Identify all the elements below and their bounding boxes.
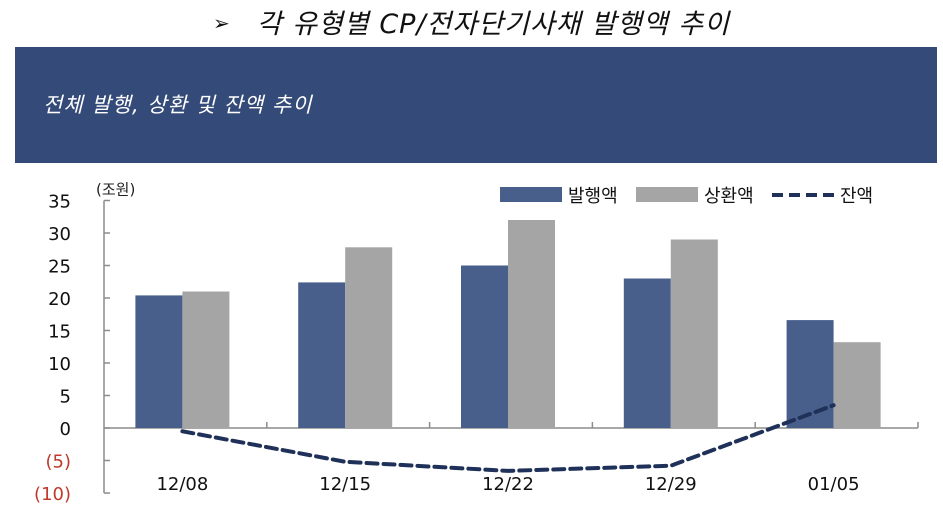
page-title-text: 각 유형별 CP/전자단기사채 발행액 추이 [256,9,730,40]
y-tick-label: (5) [46,452,72,473]
y-tick-label: 10 [48,354,71,375]
y-tick-label: (10) [34,484,71,505]
x-tick-label: 12/08 [156,474,208,495]
bar-redeemed [670,239,718,428]
bar-issued [135,295,183,428]
legend-label: 잔액 [840,186,873,207]
x-tick-label: 12/22 [482,474,534,495]
arrowhead-bullet-icon: ➢ [213,11,231,35]
x-tick-label: 01/05 [808,474,860,495]
legend-label: 발행액 [568,186,618,207]
bar-issued [623,278,671,428]
bar-issued [461,265,508,428]
y-tick-label: 15 [48,322,71,343]
legend-swatch-0 [500,187,562,202]
y-tick-label: 5 [60,387,71,408]
chart-area: 35 30 25 20 15 10 5 0 (5) (10) (조원) 12/08 12/15 12/22… [0,163,943,518]
y-tick-label: 20 [48,289,71,310]
legend-label: 상환액 [704,186,754,207]
x-tick-label: 12/29 [645,474,697,495]
balance-line [180,403,836,473]
y-unit-label: (조원) [96,181,135,199]
bar-issued [786,320,834,428]
section-banner: 전체 발행, 상환 및 잔액 추이 [15,47,937,163]
y-tick-label: 25 [48,257,71,278]
bar-redeemed [345,247,393,428]
bar-redeemed [833,342,881,428]
bar-redeemed [182,291,230,428]
y-tick-label: 0 [60,419,71,440]
page-title: ➢ 각 유형별 CP/전자단기사채 발행액 추이 [0,2,943,41]
y-tick-label: 30 [48,224,71,245]
bar-redeemed [508,220,555,428]
bar-issued [298,282,346,428]
bar-line-chart: 35 30 25 20 15 10 5 0 (5) (10) (조원) 12/08 12/15 12/22… [34,181,919,505]
x-tick-label: 12/15 [319,474,371,495]
y-tick-label: 35 [48,192,71,213]
banner-title: 전체 발행, 상환 및 잔액 추이 [43,93,313,117]
legend-swatch-1 [636,187,698,202]
